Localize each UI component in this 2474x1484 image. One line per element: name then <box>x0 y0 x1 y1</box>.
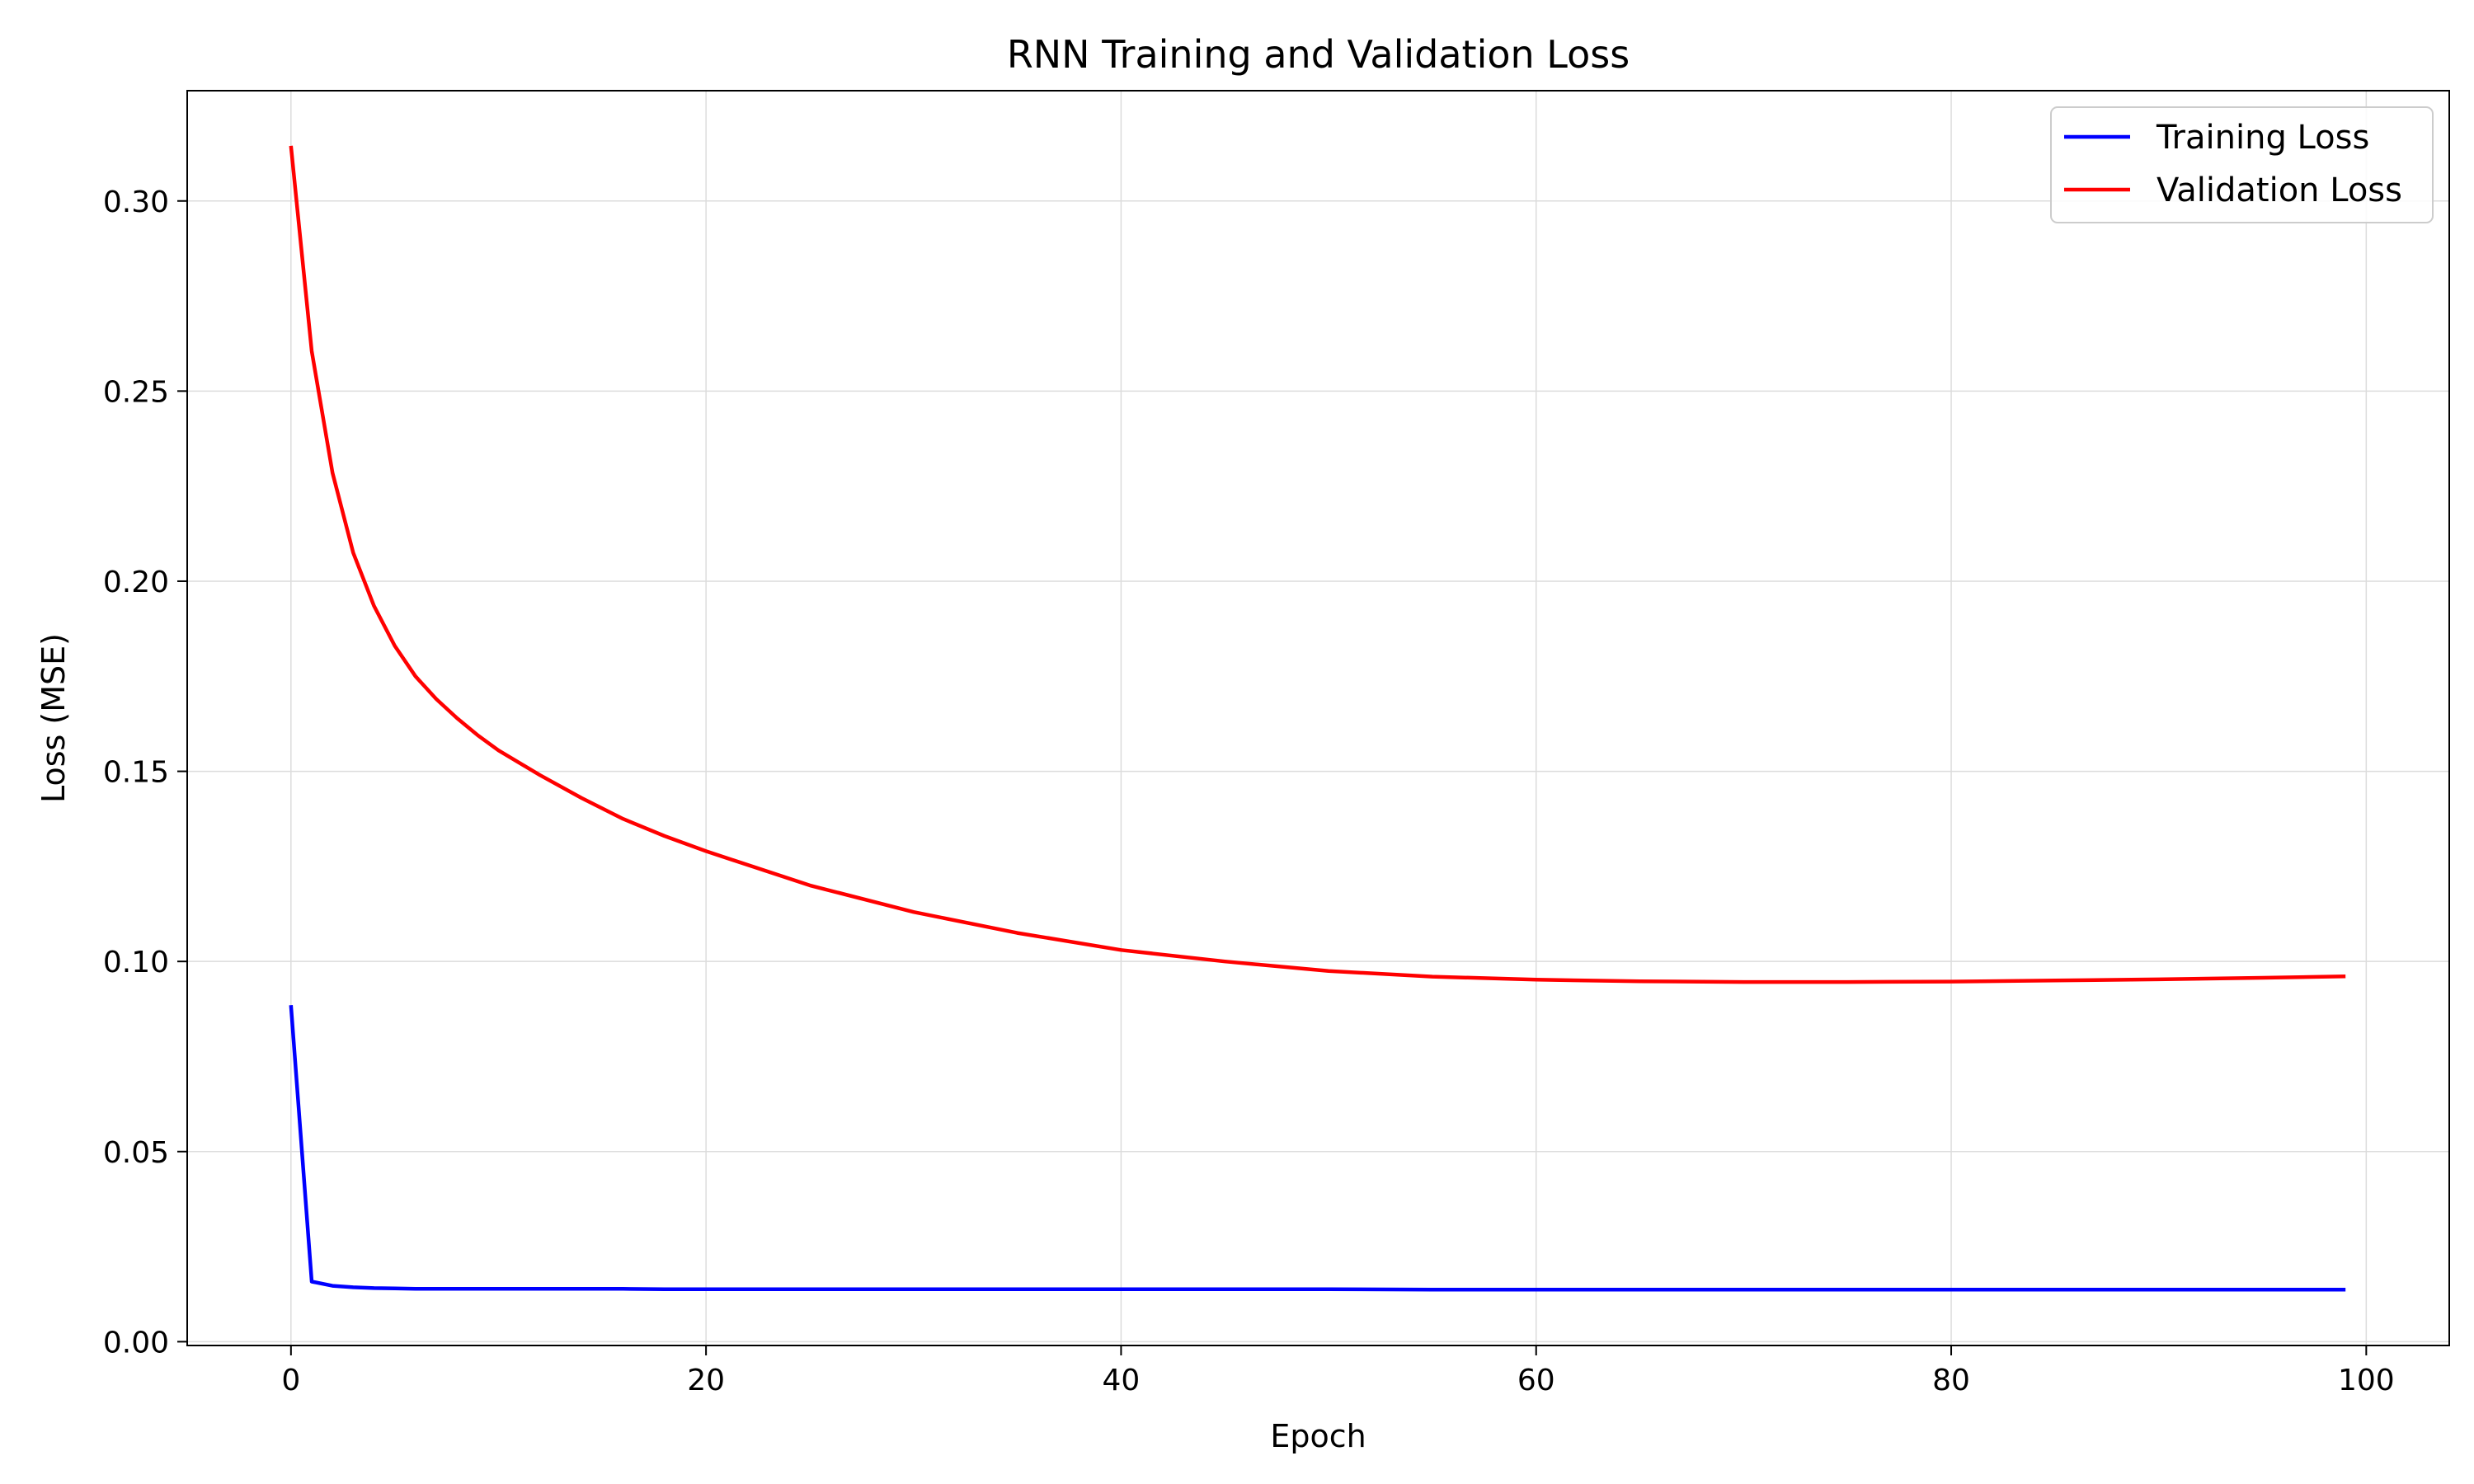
x-tick-label: 80 <box>1932 1364 1970 1397</box>
y-axis: 0.00 0.05 0.10 0.15 0.20 0.25 0.30 <box>103 186 187 1360</box>
series-line-training-loss <box>289 1005 2346 1292</box>
y-tick-label: 0.20 <box>103 566 169 599</box>
y-axis-label: Loss (MSE) <box>35 633 72 803</box>
y-tick-label: 0.00 <box>103 1326 169 1360</box>
chart-title: RNN Training and Validation Loss <box>1007 32 1630 77</box>
x-tick-label: 40 <box>1103 1364 1141 1397</box>
grid <box>187 91 2449 1345</box>
legend-label: Training Loss <box>2156 119 2369 157</box>
x-tick-label: 20 <box>687 1364 725 1397</box>
x-tick-label: 100 <box>2338 1364 2395 1397</box>
y-tick-label: 0.15 <box>103 756 169 790</box>
x-tick-label: 60 <box>1517 1364 1555 1397</box>
legend-label: Validation Loss <box>2157 171 2402 209</box>
y-tick-label: 0.10 <box>103 946 169 979</box>
series-lines <box>289 145 2346 1292</box>
x-axis-label: Epoch <box>1270 1418 1366 1454</box>
series-line-validation-loss <box>289 145 2346 984</box>
y-tick-label: 0.05 <box>103 1136 169 1170</box>
x-tick-label: 0 <box>281 1364 300 1397</box>
y-tick-label: 0.30 <box>103 186 169 219</box>
y-tick-label: 0.25 <box>103 375 169 409</box>
plot-frame <box>186 90 2450 1346</box>
legend-box <box>2050 106 2434 223</box>
legend: Training Loss Validation Loss <box>2050 106 2434 223</box>
x-axis: 0 20 40 60 80 100 <box>281 1345 2395 1397</box>
